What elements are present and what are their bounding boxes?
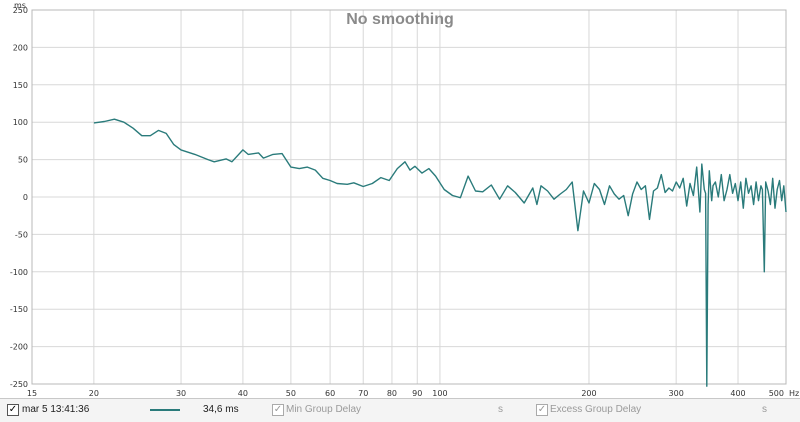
y-tick-label: 200 <box>13 43 28 52</box>
x-tick-label: 15 <box>27 389 37 398</box>
y-tick-label: 50 <box>18 156 28 165</box>
x-tick-label: 30 <box>176 389 186 398</box>
series-label: mar 5 13:41:36 <box>22 404 90 415</box>
series-value: 34,6 ms <box>203 404 239 415</box>
y-tick-label: -100 <box>10 268 28 277</box>
min-group-delay-checkbox[interactable]: ✓ <box>272 404 284 416</box>
chart-title: No smoothing <box>346 11 454 28</box>
x-tick-label: 400 <box>730 389 745 398</box>
min-group-delay-label: Min Group Delay <box>286 404 362 415</box>
x-tick-label: 50 <box>286 389 296 398</box>
y-tick-label: 100 <box>13 118 28 127</box>
x-tick-label: 80 <box>387 389 397 398</box>
x-tick-label: 20 <box>89 389 99 398</box>
plot-frame <box>31 9 787 385</box>
x-tick-label: 200 <box>581 389 596 398</box>
grid <box>31 9 787 385</box>
series-line <box>93 118 787 387</box>
legend-bar: ✓ mar 5 13:41:36 34,6 ms ✓ Min Group Del… <box>0 398 800 422</box>
x-tick-label: 60 <box>325 389 335 398</box>
x-tick-label: 500 <box>769 389 784 398</box>
y-unit-label: ms <box>14 1 26 10</box>
x-tick-label: 90 <box>412 389 422 398</box>
x-tick-label: 300 <box>669 389 684 398</box>
x-tick-labels: 15 20 30 40 50 60 70 80 90 100 200 300 400 500 <box>27 389 784 398</box>
y-tick-label: -150 <box>10 305 28 314</box>
x-tick-label: 70 <box>358 389 368 398</box>
y-tick-label: -50 <box>15 230 28 239</box>
y-tick-label: -200 <box>10 343 28 352</box>
min-group-delay-unit: s <box>498 404 503 415</box>
series-checkbox[interactable]: ✓ <box>7 404 19 416</box>
y-tick-labels: 250 200 150 100 50 0 -50 -100 -150 -200 -250 <box>10 6 28 389</box>
excess-group-delay-label: Excess Group Delay <box>550 404 642 415</box>
x-unit-label: Hz <box>789 389 799 398</box>
series-group <box>93 118 787 387</box>
y-tick-label: 150 <box>13 81 28 90</box>
excess-group-delay-checkbox[interactable]: ✓ <box>536 404 548 416</box>
excess-group-delay-unit: s <box>762 404 767 415</box>
x-tick-label: 40 <box>238 389 248 398</box>
y-tick-label: 250 <box>13 6 28 15</box>
x-tick-label: 100 <box>432 389 447 398</box>
series-color-swatch <box>150 409 180 411</box>
y-tick-label: -250 <box>10 380 28 389</box>
y-tick-label: 0 <box>23 193 28 202</box>
